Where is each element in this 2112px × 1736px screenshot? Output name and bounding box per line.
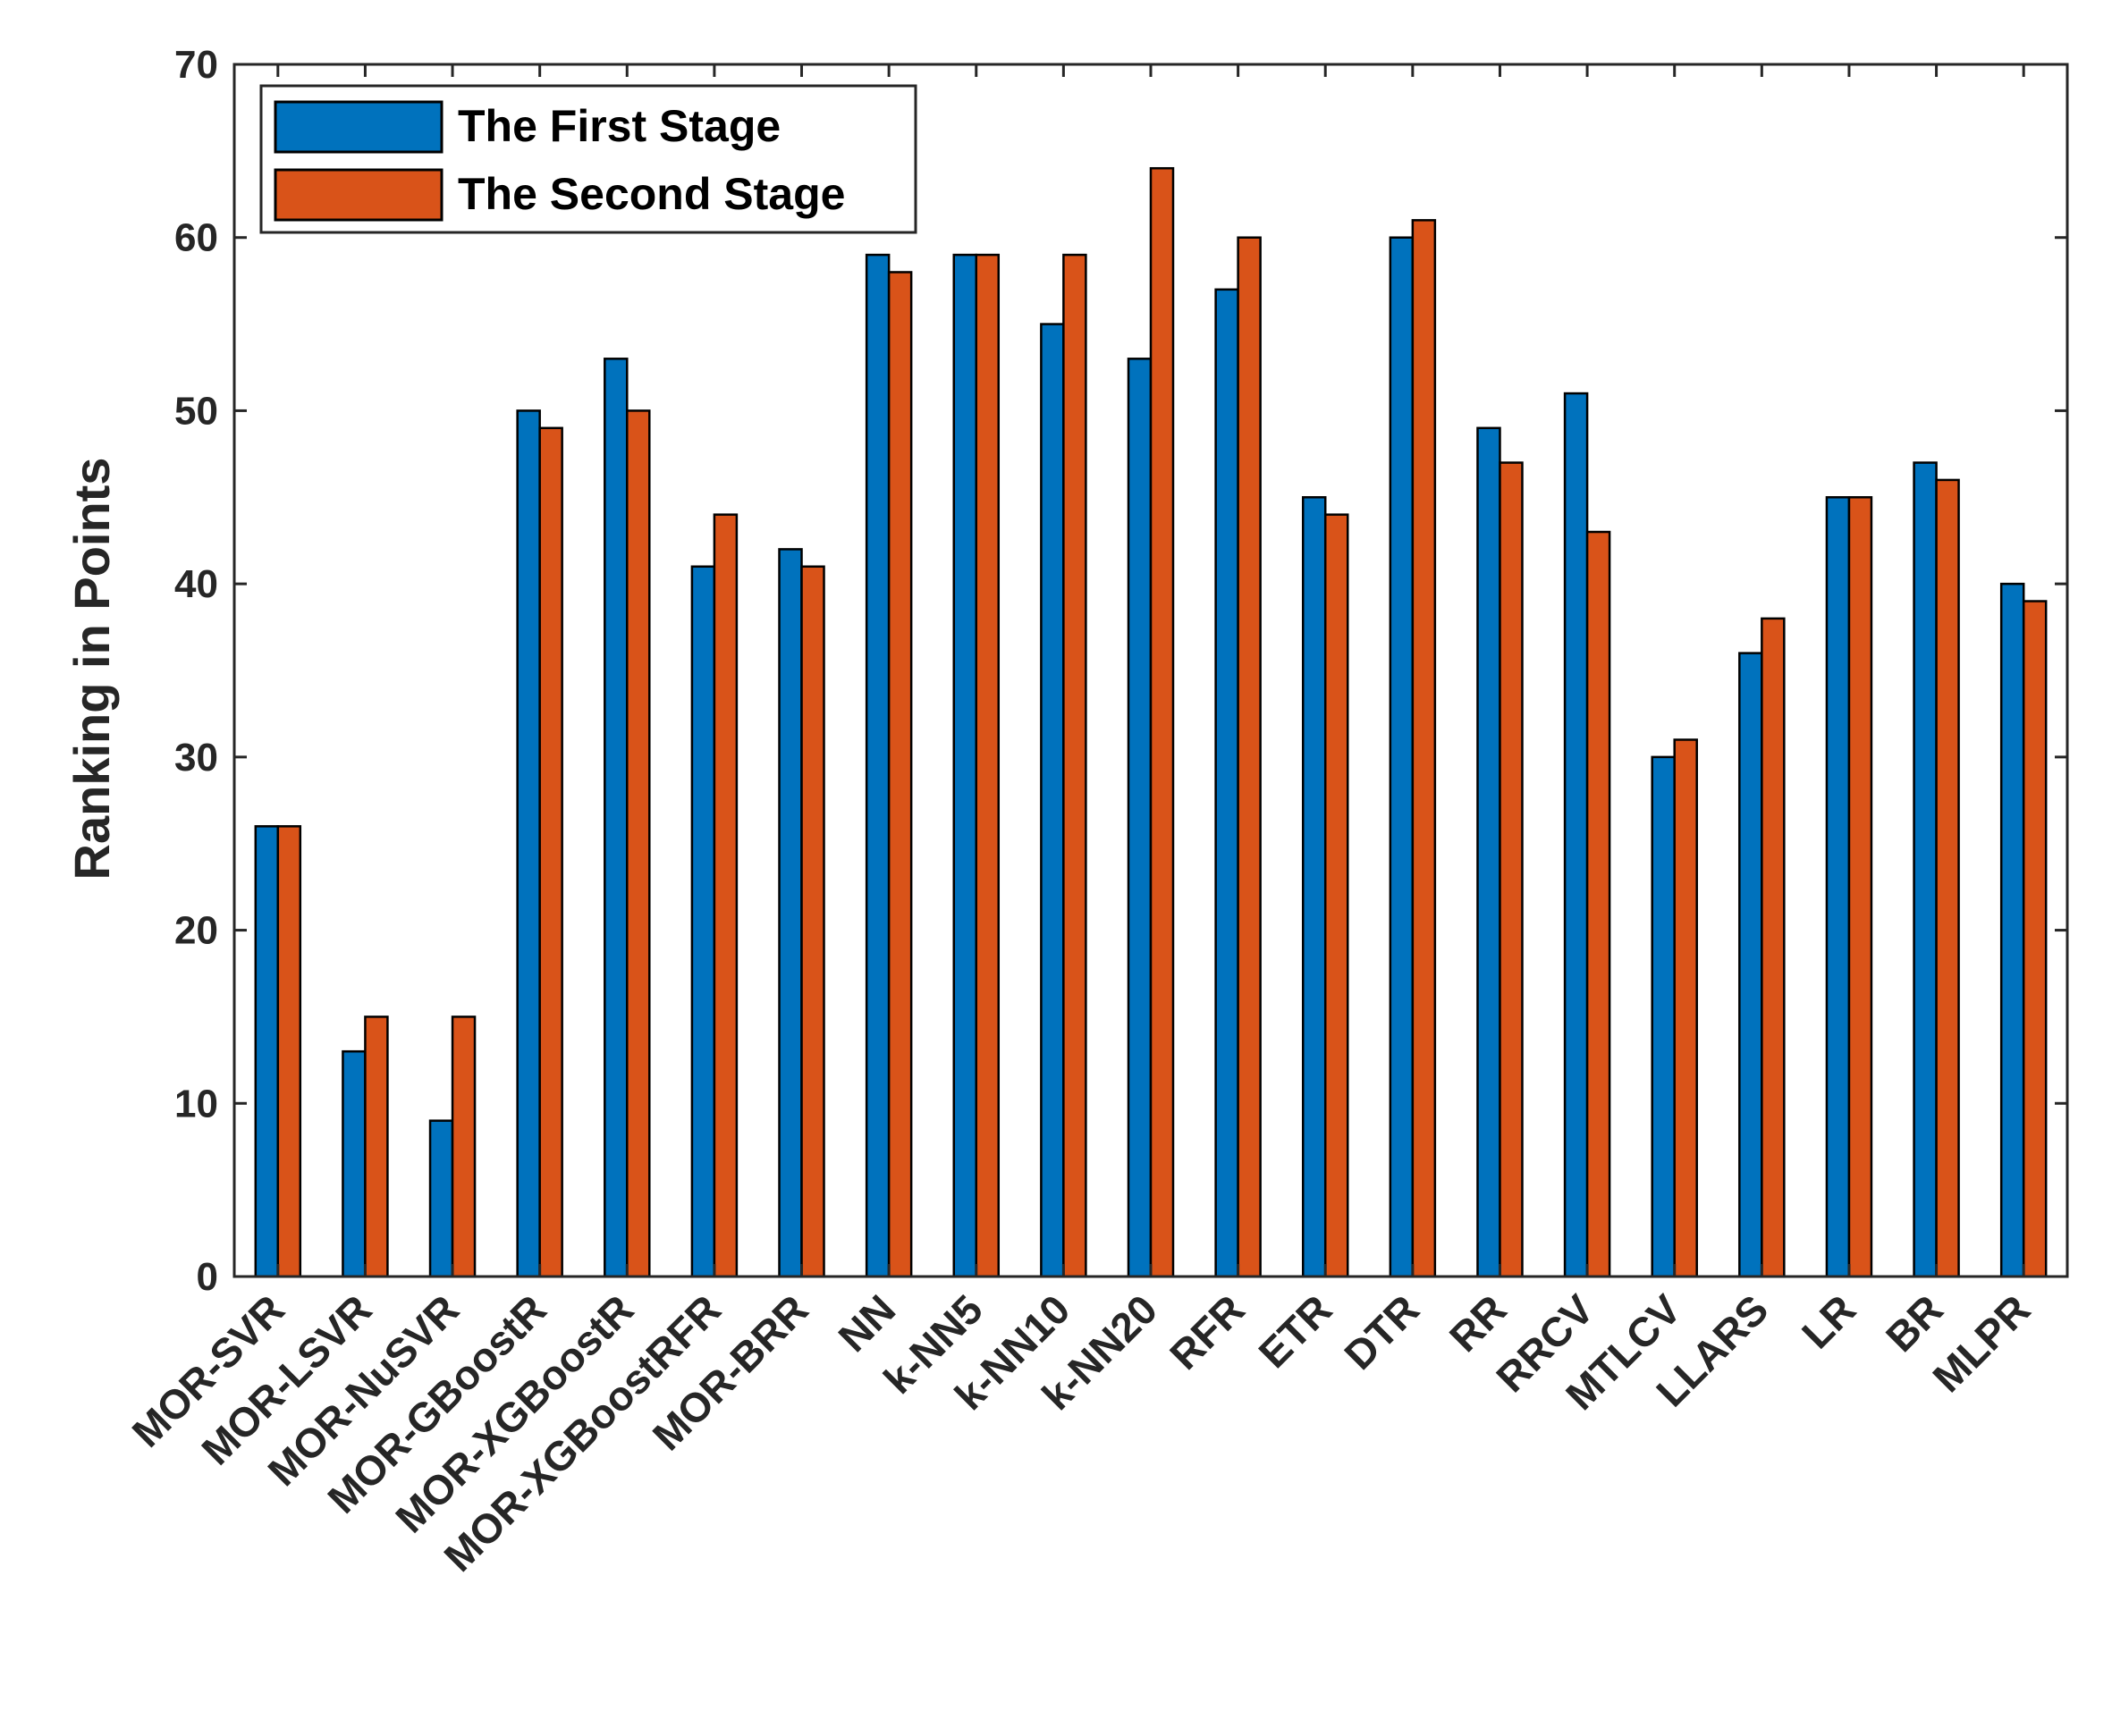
- y-tick-label: 10: [174, 1082, 218, 1125]
- bar-first-stage-mor-nusvr: [428, 1119, 454, 1278]
- bars-layer: [254, 166, 2048, 1278]
- bar-first-stage-k-nn20: [1127, 358, 1153, 1278]
- bar-first-stage-mor-xgboostrfr: [690, 565, 716, 1278]
- bar-second-stage-mor-svr: [276, 825, 302, 1278]
- bar-first-stage-rr: [1476, 426, 1501, 1278]
- bar-second-stage-llars: [1761, 617, 1786, 1278]
- bar-second-stage-mor-xgboostrfr: [713, 513, 739, 1278]
- y-tick-label: 0: [197, 1255, 218, 1299]
- bar-first-stage-rfr: [1214, 288, 1239, 1278]
- legend-label-first-stage: The First Stage: [458, 101, 781, 151]
- bar-second-stage-mor-nusvr: [451, 1015, 477, 1278]
- bar-second-stage-mtlcv: [1673, 738, 1698, 1278]
- bar-first-stage-etr: [1301, 496, 1327, 1278]
- bar-first-stage-mor-gboostr: [516, 409, 541, 1278]
- bar-second-stage-mor-lsvr: [364, 1015, 389, 1278]
- bar-first-stage-br: [1913, 461, 1938, 1278]
- bar-second-stage-rrcv: [1585, 530, 1611, 1278]
- bar-second-stage-k-nn20: [1149, 166, 1175, 1278]
- bar-first-stage-k-nn10: [1040, 323, 1065, 1278]
- bar-first-stage-nn: [865, 253, 891, 1278]
- bar-first-stage-mlpr: [1999, 582, 2025, 1278]
- bar-first-stage-mor-xgboostr: [604, 358, 629, 1278]
- y-tick-label: 30: [174, 736, 218, 780]
- bar-first-stage-lr: [1825, 496, 1851, 1278]
- legend-label-second-stage: The Second Stage: [458, 169, 845, 219]
- bar-first-stage-mor-lsvr: [342, 1049, 367, 1278]
- bar-second-stage-rr: [1499, 461, 1524, 1278]
- bar-second-stage-k-nn5: [975, 253, 1001, 1278]
- bar-first-stage-rrcv: [1563, 392, 1589, 1278]
- bar-second-stage-nn: [887, 271, 913, 1278]
- bar-first-stage-mtlcv: [1651, 755, 1676, 1278]
- bar-second-stage-mor-gboostr: [538, 426, 563, 1278]
- bar-second-stage-dtr: [1411, 219, 1437, 1278]
- legend: The First Stage The Second Stage: [259, 84, 917, 234]
- bar-first-stage-dtr: [1389, 236, 1415, 1278]
- y-axis-label: Ranking in Points: [63, 458, 120, 881]
- bar-second-stage-mor-brr: [800, 565, 825, 1278]
- legend-swatch-second-stage: [274, 168, 444, 222]
- bar-second-stage-rfr: [1237, 236, 1262, 1278]
- bar-second-stage-k-nn10: [1062, 253, 1087, 1278]
- y-tick-label: 40: [174, 562, 218, 606]
- bar-second-stage-br: [1935, 478, 1960, 1278]
- bar-first-stage-mor-svr: [254, 825, 280, 1278]
- bar-second-stage-mor-xgboostr: [626, 409, 651, 1278]
- bar-first-stage-mor-brr: [778, 548, 803, 1278]
- legend-swatch-first-stage: [274, 100, 444, 154]
- y-tick-label: 60: [174, 216, 218, 260]
- bar-second-stage-etr: [1323, 513, 1349, 1278]
- y-tick-label: 70: [174, 43, 218, 87]
- y-tick-label: 50: [174, 389, 218, 433]
- bar-second-stage-mlpr: [2022, 600, 2048, 1278]
- bar-first-stage-llars: [1738, 652, 1763, 1278]
- y-tick-label: 20: [174, 909, 218, 953]
- bar-first-stage-k-nn5: [952, 253, 978, 1278]
- bar-second-stage-lr: [1847, 496, 1873, 1278]
